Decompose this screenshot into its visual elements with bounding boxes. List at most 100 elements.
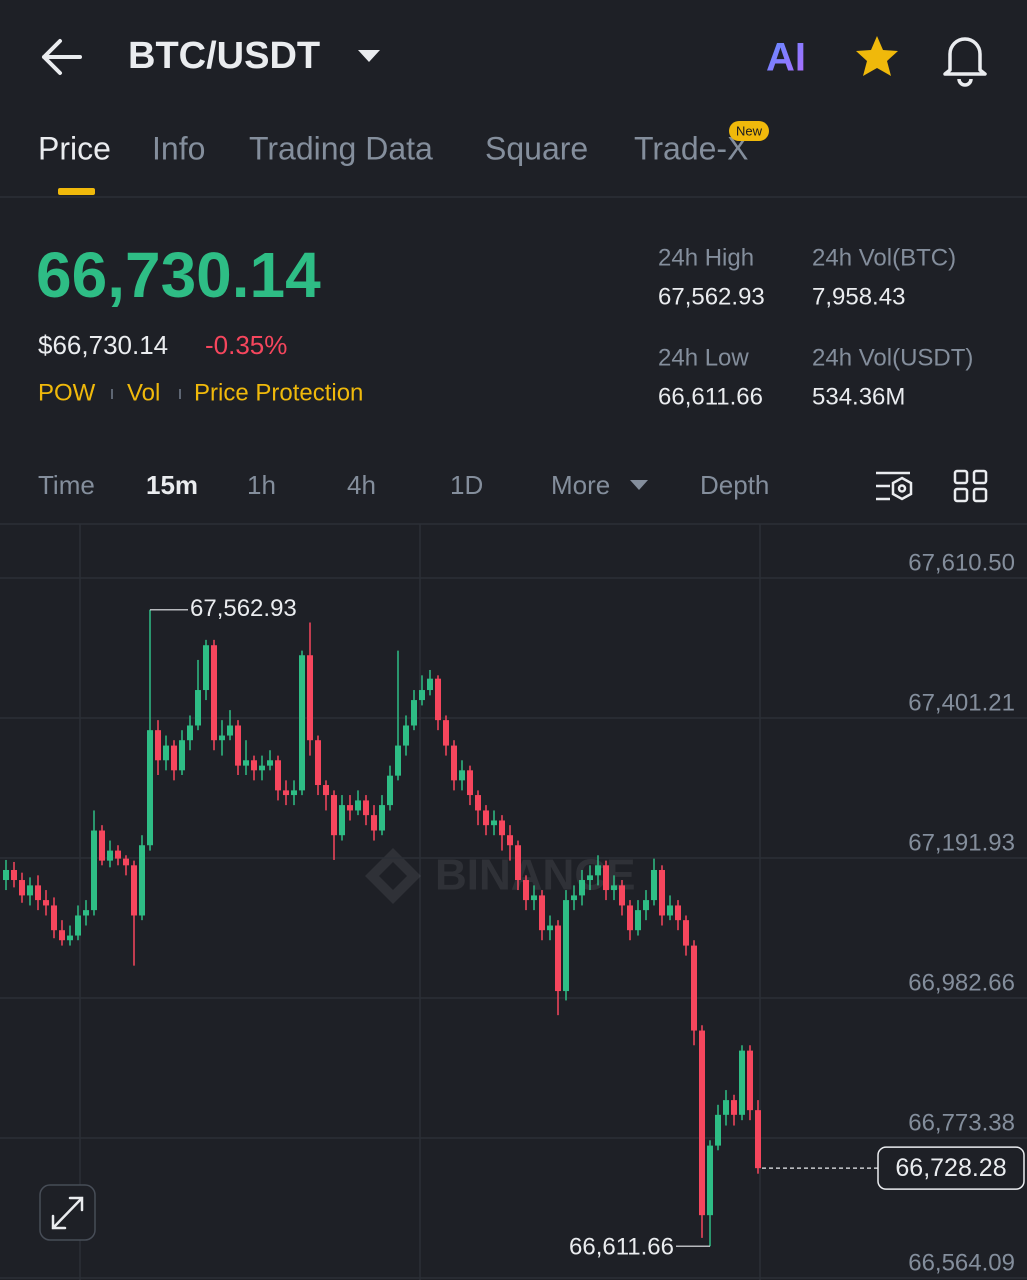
candle-body bbox=[227, 725, 233, 736]
interval-bar: Time 15m 1h 4h 1D More Depth bbox=[38, 470, 769, 500]
ai-button[interactable]: AI bbox=[766, 36, 806, 80]
active-tab-indicator bbox=[58, 188, 95, 195]
watermark: BINANCE bbox=[435, 851, 635, 900]
candle-body bbox=[299, 655, 305, 791]
candle-body bbox=[203, 645, 209, 691]
candle-body bbox=[467, 770, 473, 796]
candle-body bbox=[379, 805, 385, 831]
candle-body bbox=[611, 885, 617, 891]
last-price-usd: $66,730.14 bbox=[38, 330, 168, 360]
pair-title[interactable]: BTC/USDT bbox=[128, 35, 320, 77]
candle-body bbox=[595, 865, 601, 876]
tab[interactable]: Trading Data bbox=[249, 130, 433, 166]
candle-body bbox=[315, 740, 321, 786]
tab[interactable]: Square bbox=[485, 130, 588, 166]
candle-body bbox=[539, 895, 545, 931]
favorite-star[interactable] bbox=[856, 36, 898, 76]
candle-body bbox=[507, 835, 513, 846]
candle-body bbox=[435, 678, 441, 721]
candle-body bbox=[291, 790, 297, 796]
stat-value: 7,958.43 bbox=[812, 283, 905, 310]
candle-body bbox=[115, 850, 121, 859]
watermark-logo bbox=[365, 848, 421, 904]
candle-body bbox=[339, 805, 345, 836]
candle-body bbox=[267, 760, 273, 766]
y-tick-label: 67,401.21 bbox=[908, 689, 1015, 716]
fullscreen-button[interactable] bbox=[39, 1184, 96, 1241]
candle-body bbox=[675, 905, 681, 921]
candle-body bbox=[371, 815, 377, 831]
stat-value: 534.36M bbox=[812, 383, 905, 410]
candle-body bbox=[483, 810, 489, 826]
candle-body bbox=[331, 795, 337, 836]
candle-body bbox=[459, 770, 465, 781]
interval[interactable]: 1h bbox=[247, 470, 276, 500]
stat-label: 24h Low bbox=[658, 344, 749, 371]
candle-body bbox=[19, 880, 25, 896]
candle-body bbox=[75, 915, 81, 936]
tabs: Price Info Trading Data Square Trade-X bbox=[38, 130, 748, 166]
interval[interactable]: More bbox=[551, 470, 610, 500]
candle-body bbox=[707, 1145, 713, 1216]
last-price-label: 66,728.28 bbox=[895, 1154, 1006, 1182]
interval[interactable]: 4h bbox=[347, 470, 376, 500]
layout-button[interactable] bbox=[953, 469, 988, 503]
tag[interactable]: Price Protection bbox=[194, 379, 363, 406]
candle-body bbox=[43, 900, 49, 906]
indicator-settings[interactable] bbox=[876, 471, 913, 501]
interval[interactable]: 15m bbox=[146, 470, 198, 500]
y-tick-label: 66,982.66 bbox=[908, 969, 1015, 996]
tag[interactable]: Vol bbox=[127, 379, 160, 406]
candle-body bbox=[571, 895, 577, 901]
pair-dropdown[interactable] bbox=[358, 50, 380, 62]
candle-body bbox=[523, 880, 529, 901]
candle-body bbox=[563, 900, 569, 992]
candle-body bbox=[475, 795, 481, 811]
interval[interactable]: Depth bbox=[700, 470, 769, 500]
stat-value: 67,562.93 bbox=[658, 283, 765, 310]
interval[interactable]: Time bbox=[38, 470, 95, 500]
candle-body bbox=[443, 720, 449, 746]
candle-body bbox=[211, 645, 217, 741]
candle-body bbox=[275, 760, 281, 791]
tag[interactable]: POW bbox=[38, 379, 96, 406]
candle-body bbox=[99, 830, 105, 861]
candle-body bbox=[411, 700, 417, 726]
candle-body bbox=[51, 905, 57, 931]
candle-body bbox=[251, 760, 257, 771]
back-button[interactable] bbox=[42, 39, 82, 75]
new-badge bbox=[729, 121, 769, 141]
candle-body bbox=[723, 1100, 729, 1115]
interval[interactable]: 1D bbox=[450, 470, 483, 500]
candle-body bbox=[363, 800, 369, 816]
candle-body bbox=[3, 869, 9, 881]
y-tick-label: 66,564.09 bbox=[908, 1249, 1015, 1276]
candle-body bbox=[123, 858, 129, 866]
candle-body bbox=[731, 1100, 737, 1115]
tab[interactable]: Price bbox=[38, 130, 111, 166]
candle-body bbox=[643, 900, 649, 911]
candle-body bbox=[219, 735, 225, 741]
candle-body bbox=[83, 910, 89, 916]
tab[interactable]: Trade-X bbox=[634, 130, 748, 166]
candle-body bbox=[651, 869, 657, 901]
more-dropdown[interactable] bbox=[630, 480, 648, 490]
candle-body bbox=[179, 740, 185, 771]
candle-body bbox=[603, 865, 609, 891]
candle-body bbox=[307, 655, 313, 741]
tab[interactable]: Info bbox=[152, 130, 205, 166]
candle-body bbox=[739, 1050, 745, 1115]
candle-body bbox=[691, 945, 697, 1031]
candle-body bbox=[163, 745, 169, 761]
candle-body bbox=[195, 690, 201, 726]
candle-body bbox=[499, 820, 505, 836]
candle-body bbox=[107, 850, 113, 861]
candle-body bbox=[355, 800, 361, 811]
notification-bell[interactable] bbox=[943, 37, 987, 87]
stat-label: 24h High bbox=[658, 244, 754, 271]
candle-body bbox=[555, 925, 561, 992]
candle-body bbox=[155, 730, 161, 761]
candle-body bbox=[187, 725, 193, 741]
new-badge-text: New bbox=[736, 123, 763, 138]
